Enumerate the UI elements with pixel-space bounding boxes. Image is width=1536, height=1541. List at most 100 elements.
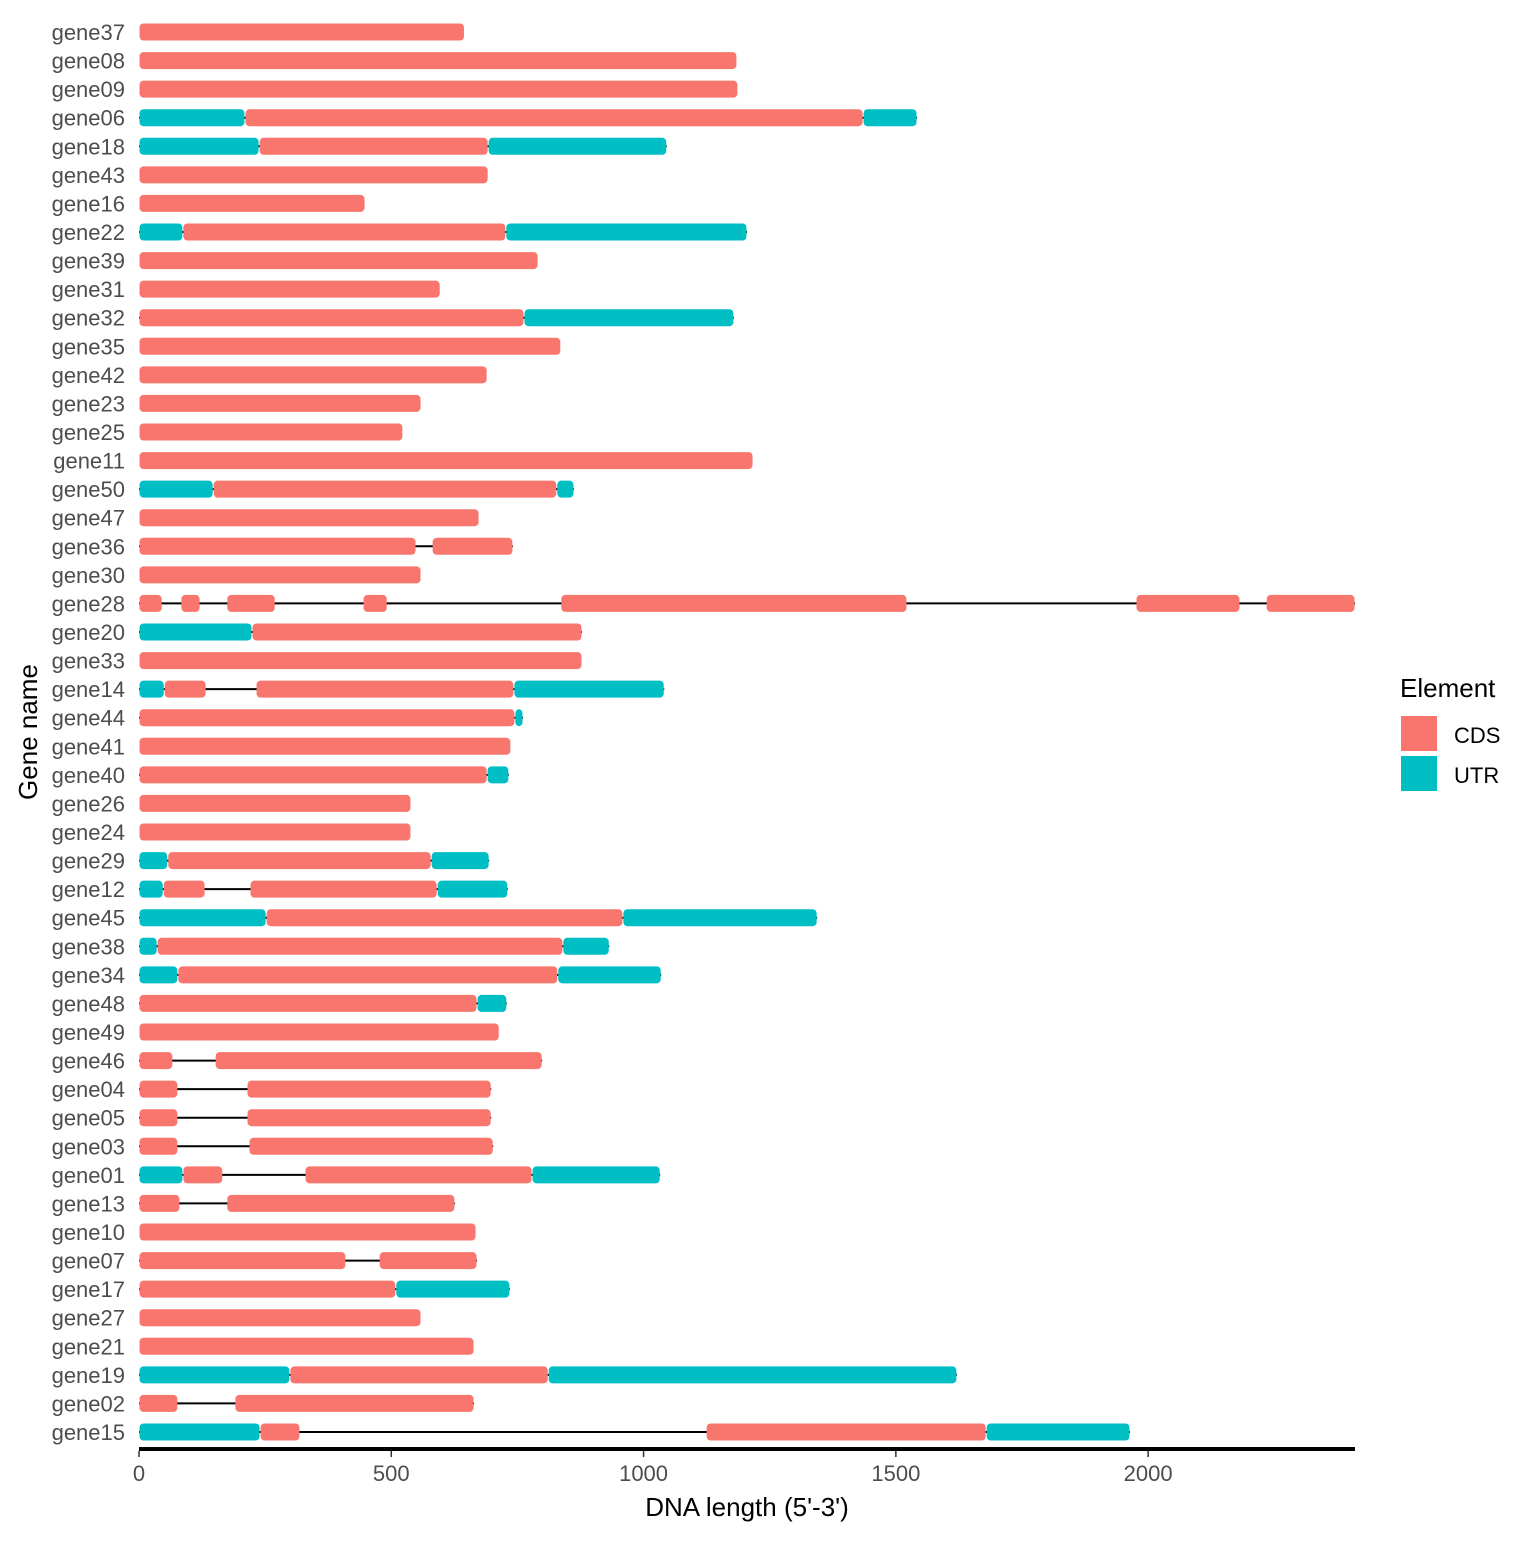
cds-segment xyxy=(139,1309,421,1327)
utr-segment xyxy=(488,137,667,155)
utr-segment xyxy=(139,880,163,898)
y-tick-label: gene19 xyxy=(52,1363,125,1388)
y-tick-label: gene18 xyxy=(52,134,125,159)
cds-segment xyxy=(260,1423,300,1441)
cds-segment xyxy=(139,594,162,612)
gene-row-gene11: gene11 xyxy=(53,449,753,474)
utr-segment xyxy=(437,880,508,898)
y-tick-label: gene48 xyxy=(52,991,125,1016)
gene-row-gene22: gene22 xyxy=(52,220,747,245)
utr-segment xyxy=(139,109,245,127)
cds-segment xyxy=(139,1052,173,1070)
cds-segment xyxy=(139,509,479,527)
cds-segment xyxy=(139,823,411,841)
cds-segment xyxy=(178,966,558,984)
y-tick-label: gene20 xyxy=(52,620,125,645)
gene-row-gene30: gene30 xyxy=(52,563,421,588)
gene-row-gene36: gene36 xyxy=(52,534,513,559)
utr-segment xyxy=(524,309,734,327)
cds-segment xyxy=(256,680,514,698)
legend-label-cds: CDS xyxy=(1454,723,1500,748)
y-tick-label: gene13 xyxy=(52,1191,125,1216)
legend-key-cds xyxy=(1401,716,1437,751)
utr-segment xyxy=(563,937,609,955)
cds-segment xyxy=(139,1023,499,1041)
gene-row-gene32: gene32 xyxy=(52,306,734,331)
cds-segment xyxy=(139,423,403,441)
x-tick-label: 500 xyxy=(373,1461,410,1486)
gene-row-gene21: gene21 xyxy=(52,1334,474,1359)
y-tick-label: gene33 xyxy=(52,649,125,674)
cds-segment xyxy=(139,337,561,355)
cds-segment xyxy=(363,594,387,612)
y-tick-label: gene16 xyxy=(52,191,125,216)
utr-segment xyxy=(515,709,523,727)
utr-segment xyxy=(139,1423,260,1441)
utr-segment xyxy=(623,909,817,927)
cds-segment xyxy=(379,1252,477,1270)
gene-row-gene29: gene29 xyxy=(52,849,490,874)
gene-row-gene39: gene39 xyxy=(52,249,538,274)
cds-segment xyxy=(250,880,437,898)
gene-row-gene06: gene06 xyxy=(52,106,918,131)
x-tick-label: 2000 xyxy=(1124,1461,1173,1486)
cds-segment xyxy=(139,766,487,784)
y-tick-label: gene34 xyxy=(52,963,125,988)
y-tick-label: gene08 xyxy=(52,49,125,74)
cds-segment xyxy=(157,937,563,955)
gene-row-gene33: gene33 xyxy=(52,649,582,674)
cds-segment xyxy=(266,909,623,927)
y-tick-label: gene45 xyxy=(52,906,125,931)
cds-segment xyxy=(139,52,737,70)
y-axis-title: Gene name xyxy=(13,664,43,800)
gene-row-gene47: gene47 xyxy=(52,506,479,531)
cds-segment xyxy=(561,594,907,612)
gene-row-gene38: gene38 xyxy=(52,934,610,959)
y-tick-label: gene32 xyxy=(52,306,125,331)
gene-row-gene20: gene20 xyxy=(52,620,583,645)
y-tick-label: gene14 xyxy=(52,677,125,702)
cds-segment xyxy=(227,594,275,612)
gene-row-gene44: gene44 xyxy=(52,706,523,731)
cds-segment xyxy=(139,1280,396,1298)
gene-row-gene28: gene28 xyxy=(52,591,1355,616)
gene-row-gene18: gene18 xyxy=(52,134,667,159)
y-tick-label: gene09 xyxy=(52,77,125,102)
y-tick-label: gene30 xyxy=(52,563,125,588)
y-tick-label: gene46 xyxy=(52,1049,125,1074)
gene-row-gene08: gene08 xyxy=(52,49,737,74)
utr-segment xyxy=(139,680,164,698)
cds-segment xyxy=(432,537,513,555)
cds-segment xyxy=(227,1194,455,1212)
cds-segment xyxy=(163,880,205,898)
utr-segment xyxy=(506,223,747,241)
y-tick-label: gene41 xyxy=(52,734,125,759)
utr-segment xyxy=(139,852,168,870)
gene-row-gene40: gene40 xyxy=(52,763,509,788)
cds-segment xyxy=(247,1109,491,1127)
utr-segment xyxy=(139,937,157,955)
cds-segment xyxy=(139,280,440,298)
utr-segment xyxy=(139,223,183,241)
gene-row-gene15: gene15 xyxy=(52,1420,1130,1445)
gene-row-gene24: gene24 xyxy=(52,820,411,845)
gene-row-gene43: gene43 xyxy=(52,163,488,188)
cds-segment xyxy=(139,366,487,384)
y-tick-label: gene23 xyxy=(52,391,125,416)
utr-segment xyxy=(487,766,509,784)
y-tick-label: gene31 xyxy=(52,277,125,302)
y-tick-label: gene04 xyxy=(52,1077,125,1102)
y-tick-label: gene07 xyxy=(52,1249,125,1274)
gene-row-gene45: gene45 xyxy=(52,906,818,931)
y-tick-label: gene22 xyxy=(52,220,125,245)
y-tick-label: gene35 xyxy=(52,334,125,359)
utr-segment xyxy=(431,852,489,870)
y-tick-label: gene25 xyxy=(52,420,125,445)
gene-row-gene48: gene48 xyxy=(52,991,507,1016)
y-tick-label: gene05 xyxy=(52,1106,125,1131)
gene-rows: gene37 gene08 gene09 gene06 gene18 gene43 gene… xyxy=(52,20,1355,1445)
gene-row-gene17: gene17 xyxy=(52,1277,510,1302)
cds-segment xyxy=(139,709,515,727)
gene-row-gene41: gene41 xyxy=(52,734,511,759)
gene-row-gene37: gene37 xyxy=(52,20,464,45)
